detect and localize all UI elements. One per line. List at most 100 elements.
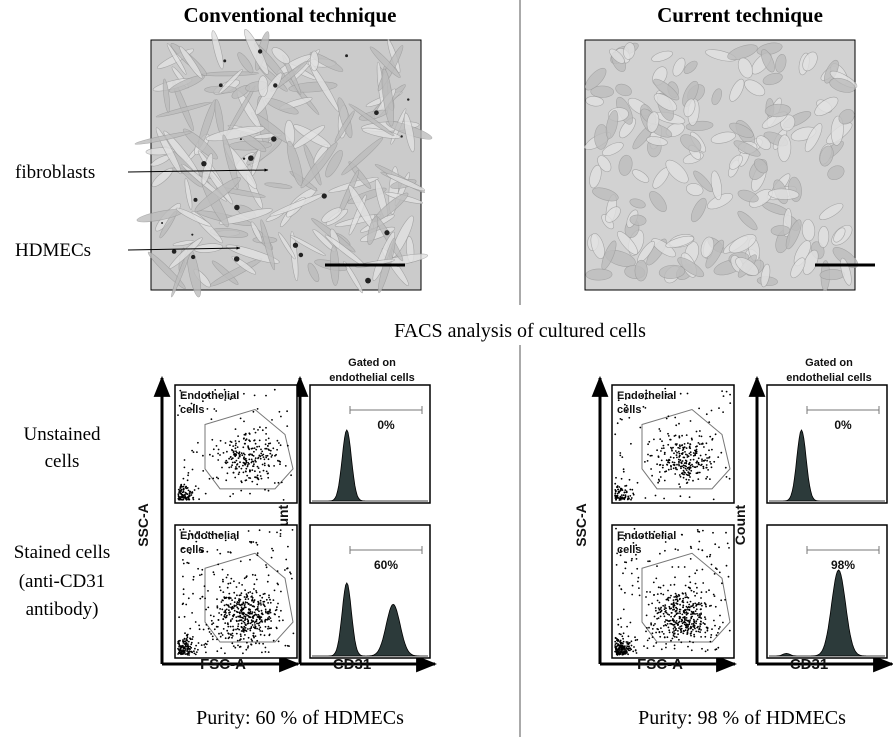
event-dot [728, 547, 730, 549]
event-dot [192, 498, 195, 501]
event-dot [634, 649, 637, 651]
event-dot [243, 596, 246, 598]
event-dot [667, 596, 670, 599]
event-dot [624, 494, 627, 497]
event-dot [272, 639, 275, 642]
event-dot [239, 461, 241, 464]
event-dot [674, 576, 676, 579]
event-dot [675, 606, 677, 609]
row-label: Unstained [23, 424, 101, 445]
event-dot [251, 453, 253, 456]
event-dot [614, 636, 617, 639]
event-dot [674, 466, 677, 469]
event-dot [671, 449, 673, 452]
event-dot [689, 451, 692, 454]
image-label: HDMECs [15, 240, 91, 261]
event-dot [286, 410, 288, 413]
event-dot [619, 418, 622, 420]
scatter-frame [611, 384, 735, 504]
cell [735, 257, 759, 276]
histogram-peak [769, 429, 885, 502]
event-dot [201, 568, 204, 571]
event-dot [659, 552, 661, 555]
event-dot [250, 541, 253, 543]
event-dot [195, 644, 198, 647]
event-dot [239, 638, 242, 641]
event-dot [689, 558, 692, 560]
cell [646, 111, 660, 133]
event-dot [278, 460, 281, 463]
event-dot [618, 649, 621, 652]
event-dot [676, 463, 678, 466]
event-dot [239, 614, 242, 617]
event-dot [248, 477, 250, 479]
event-dot [654, 623, 656, 625]
event-dot [261, 463, 264, 466]
event-dot [253, 611, 256, 614]
event-dot [685, 608, 687, 611]
event-dot [622, 637, 624, 640]
event-dot [234, 440, 237, 442]
event-dot [211, 455, 214, 457]
event-dot [663, 451, 666, 454]
cell [250, 221, 263, 243]
event-dot [692, 622, 695, 625]
event-dot [261, 630, 264, 633]
event-dot [236, 446, 239, 448]
event-dot [691, 463, 693, 466]
event-dot [227, 625, 230, 628]
event-dot [209, 614, 212, 617]
event-dot [217, 459, 220, 461]
event-dot [664, 621, 666, 623]
event-dot [248, 433, 251, 435]
event-dot [664, 604, 667, 606]
event-dot [243, 577, 246, 580]
event-dot [257, 429, 259, 431]
event-dot [620, 646, 623, 649]
event-dot [229, 603, 232, 605]
event-dot [713, 573, 716, 575]
event-dot [253, 394, 256, 397]
event-dot [711, 448, 713, 451]
event-dot [615, 642, 618, 645]
event-dot [262, 593, 265, 595]
event-dot [709, 553, 712, 556]
event-dot [676, 456, 678, 459]
event-dot [689, 420, 692, 422]
event-dot [685, 447, 688, 449]
event-dot [267, 442, 270, 445]
event-dot [672, 619, 674, 622]
event-dot [292, 632, 295, 635]
event-dot [710, 462, 712, 465]
event-dot [709, 478, 711, 480]
cell [585, 268, 613, 281]
event-dot [178, 645, 181, 648]
event-dot [683, 566, 686, 568]
event-dot [231, 457, 234, 460]
event-dot [242, 461, 245, 464]
event-dot [690, 632, 692, 635]
event-dot [614, 490, 617, 493]
event-dot [269, 452, 272, 455]
event-dot [673, 596, 676, 598]
event-dot [634, 636, 636, 639]
event-dot [705, 466, 708, 469]
event-dot [229, 444, 231, 447]
event-dot [692, 606, 695, 609]
event-dot [700, 608, 702, 610]
event-dot [645, 614, 648, 617]
event-dot [695, 604, 698, 607]
event-dot [221, 568, 224, 571]
event-dot [184, 653, 187, 655]
event-dot [196, 531, 199, 534]
event-dot [271, 547, 273, 550]
event-dot [243, 437, 245, 440]
event-dot [238, 582, 241, 584]
event-dot [684, 464, 686, 467]
event-dot [671, 566, 674, 568]
event-dot [672, 599, 675, 601]
event-dot [680, 625, 683, 627]
event-dot [621, 456, 624, 458]
event-dot [279, 444, 282, 447]
event-dot [664, 624, 667, 626]
